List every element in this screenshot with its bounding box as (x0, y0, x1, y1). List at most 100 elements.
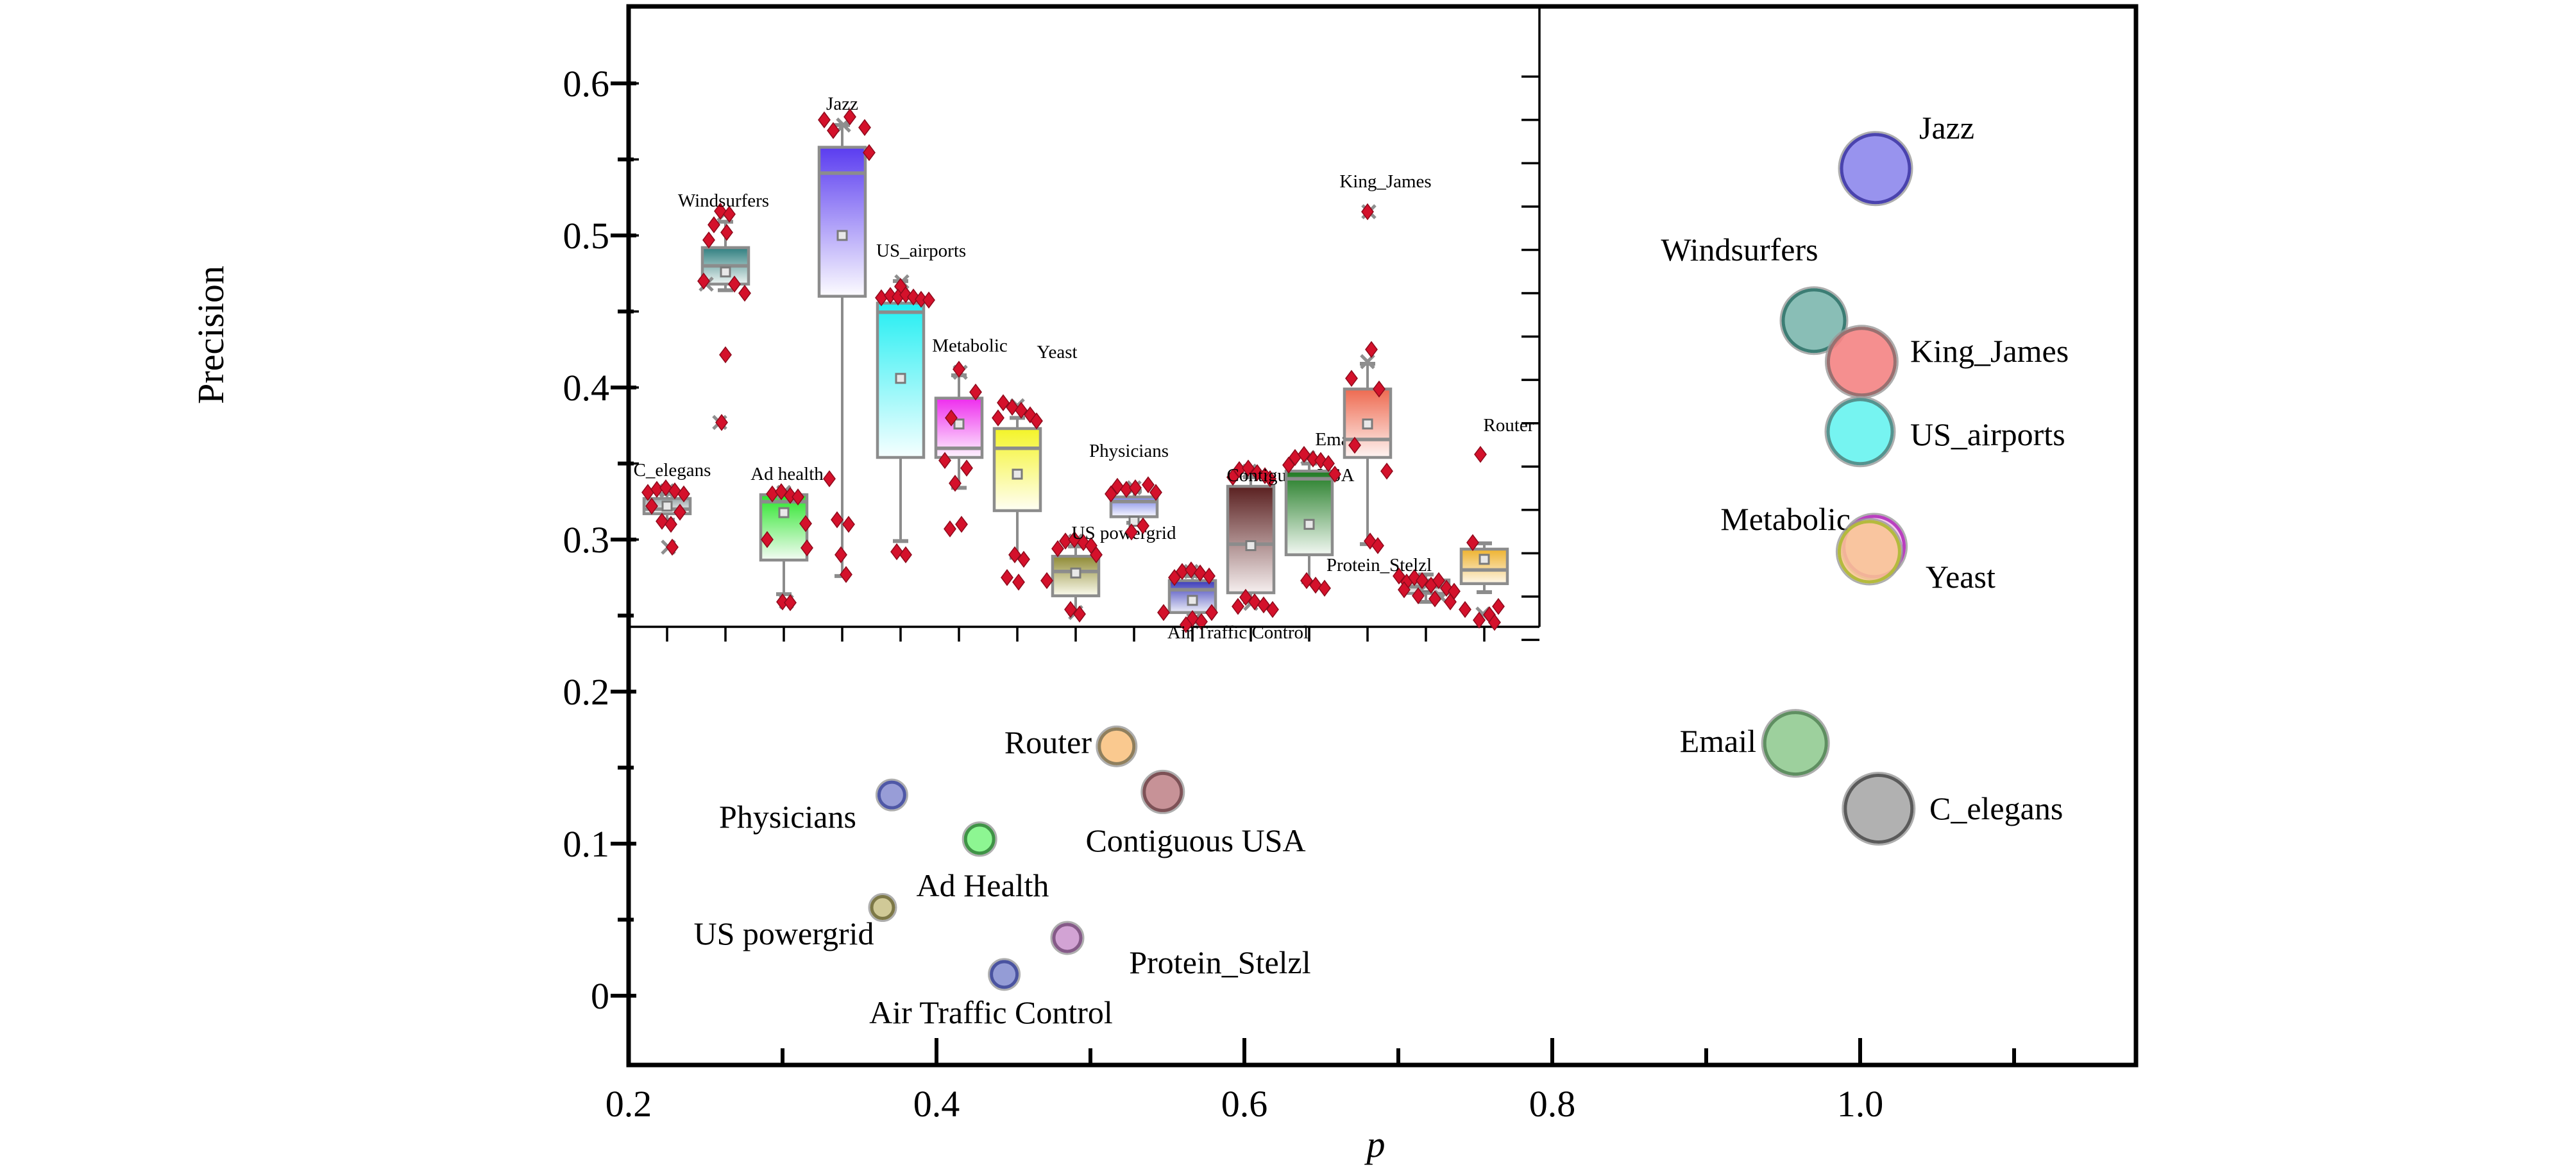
box-metabolic: Metabolic (932, 336, 1008, 538)
data-point-diamond (674, 504, 686, 521)
data-point-diamond (784, 487, 797, 504)
bubble-email (1763, 711, 1828, 776)
data-point-diamond (953, 361, 965, 378)
data-point-diamond (1371, 537, 1384, 554)
data-point-diamond (899, 546, 912, 563)
data-point-diamond (1012, 574, 1025, 591)
y-tick-label: 0.2 (563, 671, 610, 713)
bubble-label-king-james: King_James (1910, 333, 2069, 369)
mean-marker (778, 507, 790, 518)
data-point-diamond (1168, 568, 1181, 586)
mean-marker (1070, 567, 1081, 579)
bubble-outer-ring (1096, 725, 1138, 767)
bubble-c-elegans (1843, 773, 1914, 844)
mean-marker (895, 373, 906, 384)
data-point-diamond (645, 497, 658, 515)
data-point-diamond (1459, 601, 1471, 618)
bubble-label-us-powergrid: US powergrid (693, 916, 874, 951)
data-point-diamond (1195, 613, 1208, 631)
data-point-diamond (1137, 517, 1149, 534)
data-point-diamond (1226, 468, 1239, 486)
data-point-diamond (1239, 588, 1252, 606)
data-point-diamond (1466, 534, 1479, 551)
bubble-group-contiguous-usa: Contiguous USA (1085, 769, 1306, 858)
data-point-diamond (955, 516, 968, 533)
bubble-jazz (1840, 133, 1911, 205)
y-tick-label: 0 (591, 975, 609, 1017)
mean-marker (1303, 518, 1315, 530)
data-point-diamond (792, 488, 804, 506)
main-plot-frame (626, 4, 2139, 1068)
data-point-diamond (1030, 412, 1043, 430)
data-point-diamond (949, 475, 962, 492)
inset-label-us-powergrid: US powergrid (1072, 523, 1176, 543)
bubble-group-jazz: Jazz (1838, 110, 1974, 207)
mean-marker (1187, 595, 1198, 606)
data-point-diamond (863, 144, 876, 162)
box-email: Email (1282, 429, 1360, 597)
y-tick-label: 0.5 (563, 215, 610, 257)
inset-label-ad-health: Ad health (750, 464, 824, 484)
data-point-diamond (831, 511, 843, 529)
data-point-diamond (1322, 455, 1335, 472)
data-point-diamond (1416, 572, 1428, 590)
bubble-air-traffic-control (990, 960, 1019, 989)
data-point-diamond (1105, 485, 1117, 503)
data-point-diamond (659, 479, 672, 497)
box-physicians: Physicians (1089, 441, 1169, 541)
data-point-diamond (1412, 587, 1425, 604)
data-point-diamond (1111, 477, 1124, 495)
bubble-protein-stelzl (1052, 923, 1083, 953)
bubble-label-air-traffic-control: Air Traffic Control (869, 994, 1113, 1030)
data-point-diamond (1142, 476, 1155, 493)
inset-label-king-james: King_James (1339, 171, 1431, 192)
bubble-contiguous-usa (1142, 771, 1183, 812)
data-point-diamond (1205, 604, 1218, 622)
mean-marker (1479, 554, 1490, 565)
bubble-outer-ring (1838, 131, 1913, 207)
bubble-group-ad-health: Ad Health (917, 821, 1049, 903)
inset-label-windsurfers: Windsurfers (678, 191, 769, 211)
axis-ticks (611, 81, 2016, 1065)
data-point-diamond (1345, 370, 1358, 388)
data-point-diamond (899, 286, 912, 303)
data-point-diamond (1309, 576, 1322, 594)
data-point-diamond (799, 515, 812, 532)
bubble-group-router: Router (1004, 724, 1138, 767)
data-point-diamond (945, 409, 958, 427)
data-point-diamond (922, 291, 935, 309)
data-point-diamond (666, 538, 679, 556)
data-point-diamond (1474, 446, 1487, 463)
data-point-diamond (1186, 609, 1199, 627)
data-point-diamond (1006, 398, 1019, 416)
data-point-diamond (1248, 593, 1261, 611)
data-point-diamond (960, 459, 973, 477)
box-body (1284, 470, 1334, 556)
data-point-diamond (1314, 452, 1327, 470)
data-point-diamond (1015, 402, 1028, 419)
bubble-ad-health (963, 823, 996, 855)
bubble-group-king-james: King_James (1824, 325, 2069, 399)
bubble-group-yeast: Yeast (1835, 518, 1996, 595)
box-jazz: Jazz (817, 94, 876, 583)
box-body (759, 493, 809, 562)
data-point-diamond (1428, 590, 1441, 608)
generated-chart-content: 0.2 0.4 0.6 0.8 1.0 0 0.1 0.2 0.3 0.4 0.5 0.6 C_eleg… (563, 4, 2139, 1125)
data-point-diamond (1090, 546, 1103, 563)
bubble-label-email: Email (1680, 723, 1756, 759)
bubble-group-c-elegans: C_elegans (1842, 771, 2063, 846)
data-point-diamond (1266, 601, 1279, 618)
data-point-diamond (1307, 450, 1319, 468)
data-point-diamond (1001, 568, 1013, 586)
data-point-diamond (720, 224, 733, 241)
bubble-windsurfers (1781, 288, 1847, 354)
box-body (1226, 484, 1276, 595)
box-us-airports: US_airports (875, 241, 966, 563)
bubble-group-protein-stelzl: Protein_Stelzl (1050, 921, 1311, 980)
data-point-diamond (840, 566, 852, 583)
data-point-diamond (1444, 593, 1457, 611)
bubble-label-yeast: Yeast (1926, 559, 1996, 595)
inset-boxplot: C_elegans Windsurfers Ad health Jazz US_airp… (629, 6, 1541, 643)
data-point-diamond (969, 383, 982, 401)
